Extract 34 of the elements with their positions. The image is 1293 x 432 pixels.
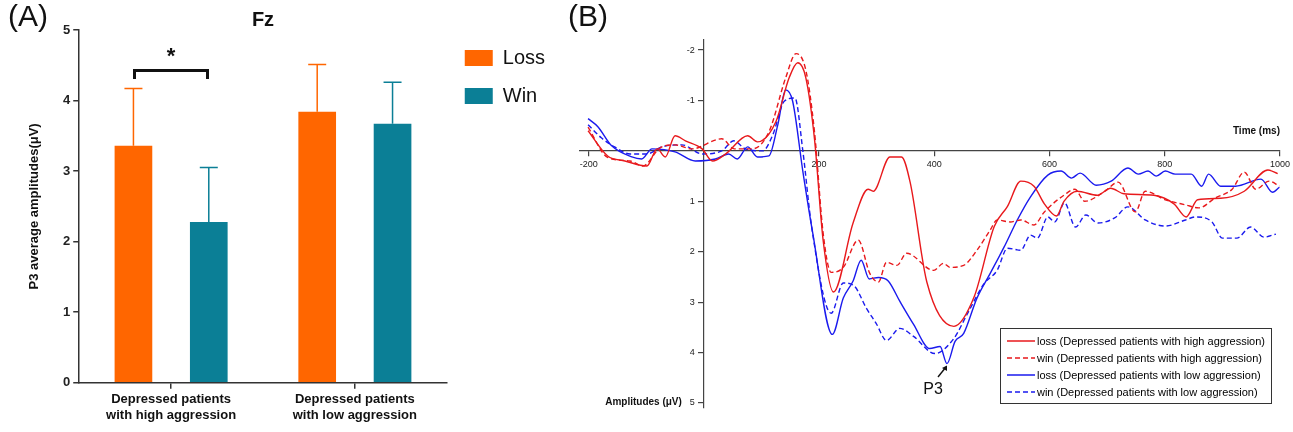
legend-label: Loss xyxy=(502,45,545,68)
y-tick-label: 2 xyxy=(63,233,71,249)
y-tick-label: 1 xyxy=(689,195,695,206)
text: (A) xyxy=(8,0,48,33)
chart-title: Fz xyxy=(251,7,275,30)
y-axis-title: P3 average amplitudes(μV) xyxy=(25,123,41,290)
y-tick-label: 1 xyxy=(63,303,71,319)
y-tick-label: 2 xyxy=(689,246,695,257)
x-tick-label: -200 xyxy=(579,158,598,169)
legend-label: loss (Depressed patients with high aggression) xyxy=(1036,334,1265,347)
x-tick-label: 800 xyxy=(1157,158,1173,169)
legend-label: Win xyxy=(502,83,538,106)
y-tick-label: 0 xyxy=(63,374,71,390)
x-tick-label: 400 xyxy=(926,158,942,169)
y-tick-label: 3 xyxy=(689,296,695,307)
legend-label: win (Depressed patients with high aggression) xyxy=(1036,351,1262,364)
y-tick-label: 3 xyxy=(63,162,71,178)
x-tick-label: Depressed patients with low aggression xyxy=(291,391,418,422)
text: (B) xyxy=(568,0,608,33)
y-tick-label: 4 xyxy=(63,92,71,108)
y-tick-label: -1 xyxy=(686,94,695,105)
y-tick-label: 4 xyxy=(689,347,695,358)
y-tick-label: -2 xyxy=(686,44,695,55)
y-axis-title: Amplitudes (μV) xyxy=(605,395,682,407)
legend-label: loss (Depressed patients with low aggression) xyxy=(1036,368,1261,381)
y-tick-label: 5 xyxy=(63,21,71,37)
x-tick-label: 1000 xyxy=(1269,158,1290,169)
x-tick-label: 600 xyxy=(1042,158,1058,169)
annotation: * xyxy=(166,42,176,68)
legend-label: win (Depressed patients with low aggression) xyxy=(1036,385,1258,398)
y-tick-label: 5 xyxy=(689,397,695,408)
annotation: P3 xyxy=(923,380,943,398)
x-axis-title: Time (ms) xyxy=(1232,124,1280,136)
x-tick-label: Depressed patients with high aggression xyxy=(105,391,237,422)
